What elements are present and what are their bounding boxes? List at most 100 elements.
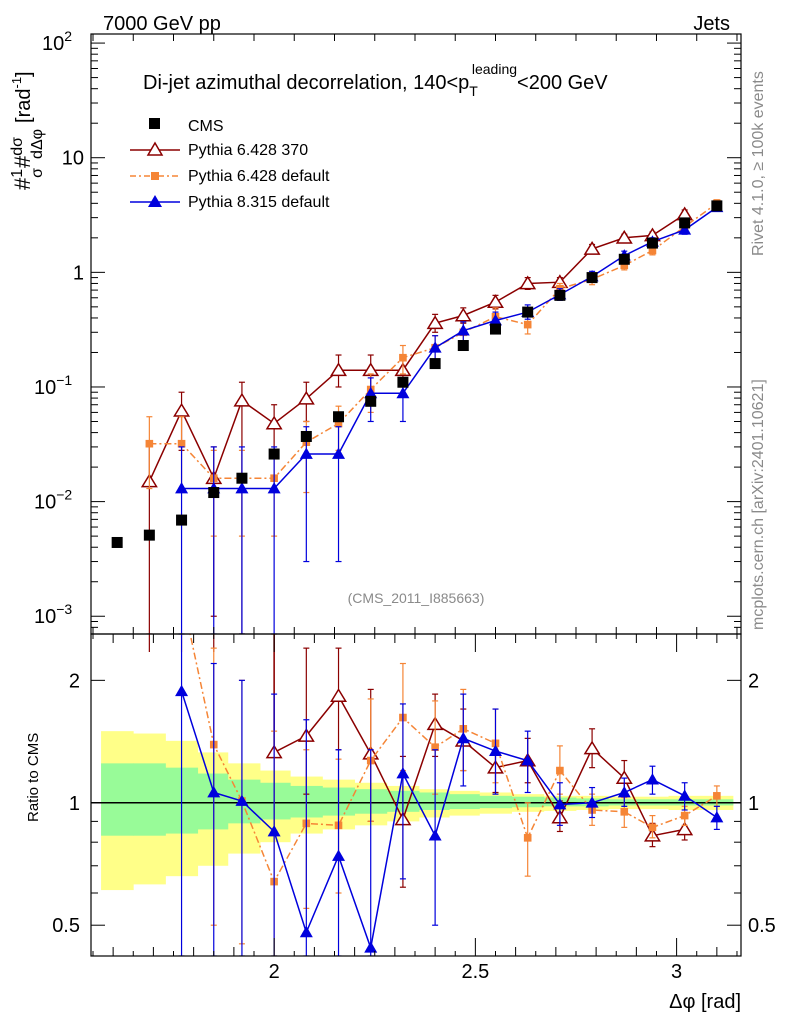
ratio-data-point-pythia-8-315-default	[235, 794, 249, 806]
ratio-data-point-pythia-6-428-370	[583, 740, 601, 755]
ratio-panel-frame	[90, 633, 742, 957]
ratio-y-ticks: 0.5 0.5 1 1 2 2	[52, 670, 776, 937]
ratio-data-point-pythia-6-428-default	[523, 834, 532, 842]
ratio-data-point-pythia-6-428-370	[676, 821, 694, 836]
tick-exponent: −2	[56, 487, 72, 503]
ratio-series-line-pythia-6-428-default	[189, 634, 718, 884]
ratio-y-tick-label: 2	[69, 670, 80, 692]
ratio-x-tick-label: 3	[671, 961, 682, 983]
legend-label-pythia6-370: Pythia 6.428 370	[188, 142, 308, 159]
main-data-point-pythia-6-428-370	[519, 275, 537, 290]
ratio-y-tick-label: 1	[69, 793, 80, 815]
ratio-stat-uncertainty-band-segment	[260, 782, 291, 820]
main-data-point-pythia-6-428-370	[330, 362, 348, 377]
main-data-point-cms	[300, 430, 312, 442]
main-data-point-cms	[268, 448, 280, 460]
ratio-data-point-pythia-8-315-default	[299, 925, 313, 938]
main-data-point-pythia-6-428-default	[523, 320, 532, 329]
ratio-y-tick-label: 0.5	[52, 915, 80, 937]
tick-exponent: 2	[64, 28, 72, 44]
main-data-point-pythia-6-428-370	[615, 229, 633, 244]
ratio-data-point-pythia-8-315-default	[645, 773, 659, 785]
main-data-point-pythia-6-428-default	[145, 439, 154, 448]
ratio-x-tick-label: 2.5	[461, 961, 489, 983]
ratio-data-point-pythia-6-428-default	[713, 792, 721, 800]
main-data-point-cms	[429, 358, 441, 370]
main-data-point-pythia-6-428-default	[399, 353, 407, 362]
main-data-point-pythia-6-428-default	[620, 261, 629, 270]
main-data-point-pythia-6-428-370	[233, 392, 251, 407]
main-data-point-cms	[176, 514, 188, 526]
main-series-cms	[111, 200, 723, 548]
main-data-point-pythia-6-428-default	[334, 419, 343, 428]
ratio-data-point-pythia-8-315-default	[364, 941, 378, 953]
main-data-point-pythia-6-428-370	[173, 402, 191, 417]
main-plot-area	[111, 199, 724, 634]
ratio-data-point-pythia-6-428-default	[556, 766, 564, 775]
tick-exponent: −1	[56, 372, 72, 388]
ratio-data-point-pythia-8-315-default	[617, 785, 631, 798]
main-data-point-cms	[679, 217, 691, 229]
main-data-point-pythia-6-428-370	[265, 415, 283, 430]
main-y-tick-label: 102	[42, 28, 72, 55]
ratio-panel: 0.5 0.51 12 22 2.5 3	[52, 634, 776, 983]
main-data-point-pythia-6-428-370	[487, 294, 504, 309]
main-series-line-pythia-6-428-default	[149, 202, 718, 479]
main-y-tick-label: 10	[62, 148, 84, 170]
ratio-stat-uncertainty-band-segment	[197, 773, 229, 830]
main-chart-title: Di-jet azimuthal decorrelation, 140<pTle…	[143, 61, 608, 99]
main-y-tick-label: 10−2	[34, 487, 72, 514]
main-data-point-pythia-8-315-default	[299, 447, 313, 459]
ratio-data-point-pythia-6-428-default	[648, 823, 657, 832]
tick-base: 10	[42, 33, 64, 55]
mcplots-reference-label: mcplots.cern.ch [arXiv:2401.10621]	[750, 379, 767, 630]
main-y-tick-label: 10−3	[34, 601, 72, 628]
legend-marker-pythia6-370	[146, 141, 164, 156]
main-data-point-cms	[457, 340, 469, 352]
header-right-label: Jets	[693, 13, 730, 35]
ratio-data-point-pythia-8-315-default	[488, 744, 502, 756]
main-data-point-pythia-6-428-default	[648, 246, 657, 255]
ratio-stat-uncertainty-band-segment	[419, 792, 450, 810]
main-data-point-pythia-8-315-default	[396, 386, 410, 399]
main-data-point-pythia-6-428-370	[454, 307, 472, 322]
ratio-data-point-pythia-8-315-default	[678, 789, 692, 801]
main-data-point-cms	[586, 272, 598, 284]
tick-base: 10	[34, 606, 56, 628]
legend-label-pythia8-default: Pythia 8.315 default	[188, 194, 330, 211]
tick-exponent: −3	[56, 601, 72, 617]
ratio-data-point-pythia-8-315-default	[332, 849, 346, 861]
ratio-data-point-pythia-6-428-default	[431, 743, 439, 751]
ratio-y-tick-label-right: 1	[748, 793, 759, 815]
ratio-stat-uncertainty-band-segment	[511, 796, 545, 808]
main-data-point-cms	[365, 395, 377, 407]
main-data-point-cms	[522, 306, 534, 318]
main-series-pythia-6-428-370	[140, 206, 694, 634]
ratio-stat-uncertainty-band-segment	[449, 794, 480, 810]
main-series-line-pythia-6-428-370	[148, 213, 686, 482]
main-data-point-cms	[646, 237, 658, 249]
legend-label-cms: CMS	[188, 118, 224, 135]
main-data-point-pythia-6-428-370	[297, 390, 315, 405]
main-data-point-pythia-6-428-370	[583, 241, 601, 255]
tick-base: 10	[34, 492, 56, 514]
ratio-y-axis-label: Ratio to CMS	[25, 733, 42, 822]
main-y-axis-label: #1 σ#dσ dΔφ[rad-1]	[9, 71, 46, 190]
main-data-point-pythia-8-315-default	[175, 482, 189, 494]
ratio-data-point-pythia-8-315-default	[396, 767, 410, 779]
main-data-point-cms	[236, 472, 248, 484]
main-data-point-cms	[554, 289, 566, 301]
ratio-y-tick-label-right: 0.5	[748, 915, 776, 937]
main-data-point-pythia-8-315-default	[488, 314, 502, 326]
main-data-point-cms	[397, 376, 409, 388]
rivet-version-label: Rivet 4.1.0, ≥ 100k events	[750, 71, 767, 256]
main-y-tick-label: 10−1	[34, 372, 72, 399]
main-data-point-pythia-8-315-default	[364, 386, 378, 399]
ratio-data-point-pythia-8-315-default	[267, 824, 281, 837]
main-data-point-pythia-8-315-default	[235, 482, 249, 494]
main-data-point-pythia-8-315-default	[428, 341, 442, 353]
main-data-point-pythia-6-428-370	[426, 315, 444, 330]
main-data-point-cms	[143, 529, 155, 541]
